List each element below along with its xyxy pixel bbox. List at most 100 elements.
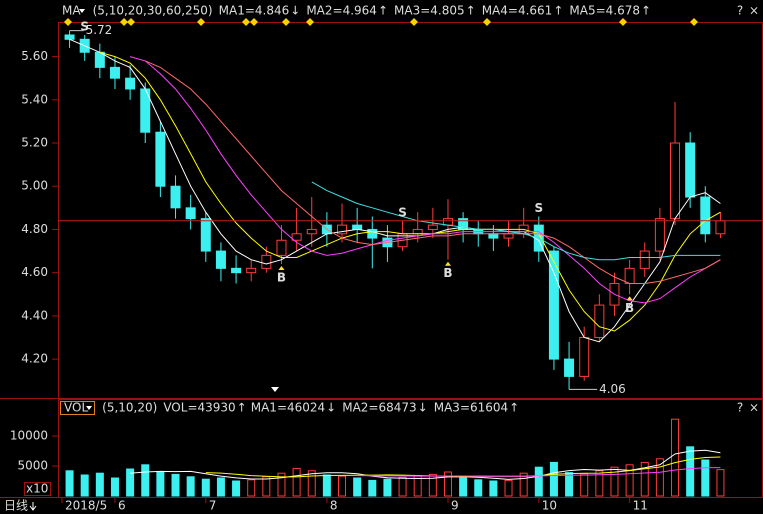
candle-body [685,142,696,198]
legend-text: (5,10,20) [102,401,157,415]
candle-body [548,250,559,360]
y-tick-label: 5.00 [21,179,48,193]
legend-text: ↑ [466,4,476,18]
event-diamond [127,18,135,26]
volume-bar [126,468,135,497]
dropdown-arrow[interactable] [86,406,92,410]
volume-bar [171,473,180,497]
x-tick-label: 7 [209,499,217,513]
volume-bar [307,470,316,497]
legend-text: =68473 [368,401,416,415]
volume-bar [353,477,362,497]
volume-bar [368,479,377,497]
candle-body [185,207,196,220]
volume-bar [156,471,165,497]
legend-text: MA3 [434,401,460,415]
dropdown-arrow[interactable] [79,9,85,13]
candle-body [488,233,499,239]
volume-bar [262,476,271,497]
volume-bar [383,478,392,497]
y-tick-label: 5.60 [21,49,48,63]
volume-bar [322,474,331,497]
volume-bar [110,477,119,497]
legend-text: ↓ [326,401,336,415]
indicator-button[interactable] [60,401,95,415]
candle-body [654,218,665,252]
volume-bar [489,480,498,497]
candle-body [261,254,272,269]
x-tick-label: 10 [542,499,557,513]
candle-body [700,196,711,235]
y-tick-label: 4.20 [21,352,48,366]
volume-bar [292,467,301,497]
volume-bar [686,446,695,497]
y-tick-label: 4.40 [21,308,48,322]
min-label: 4.06 [599,382,626,396]
volume-bar [232,480,241,497]
candle-body [427,224,438,230]
volume-bar [474,479,483,497]
legend-text: ↑ [509,401,519,415]
ma-line [145,60,721,284]
volume-bar [625,464,634,497]
signal-arrow [278,266,285,271]
volume-bar [519,472,528,497]
volume-bar [549,461,558,497]
candle-body [670,142,681,220]
event-diamond [619,18,627,26]
volume-bar [459,477,468,497]
candle-body [715,220,726,235]
legend-text: ↓ [290,4,300,18]
volume-bar [428,473,437,497]
y-tick-label: 4.80 [21,222,48,236]
candle-body [170,185,181,209]
volume-bar [595,470,604,497]
candle-body [155,131,166,187]
legend-text: ↑ [378,4,388,18]
volume-bar [186,476,195,497]
candle-body [594,304,605,338]
help-button[interactable]: ? [737,4,743,18]
legend-text: MA5 [569,4,595,18]
help-button[interactable]: ? [737,401,743,415]
legend-text: MA2 [306,4,332,18]
event-diamond [64,18,72,26]
event-diamond [120,18,128,26]
volume-bar [141,464,150,497]
volume-bar [277,472,286,497]
close-button[interactable]: × [749,401,759,415]
ma-line [99,51,721,332]
y-tick-label: 10000 [10,429,48,443]
candle-body [306,228,317,235]
legend-text: VOL [64,401,88,415]
legend-text: =4.846 [245,4,289,18]
close-button[interactable]: × [749,4,759,18]
signal-label: S [534,201,543,215]
volume-ma-line [357,467,721,477]
event-diamond [690,18,698,26]
legend-text: ↓ [418,401,428,415]
volume-bar [95,472,104,497]
volume-ma-line [130,449,721,480]
period-arrow [29,502,37,511]
volume-bar [338,475,347,497]
x-tick-label: 11 [633,499,648,513]
candle-body [64,34,75,40]
volume-bar [443,471,452,497]
volume-bar [610,466,619,497]
signal-label: B [277,271,286,285]
volume-bar [534,466,543,497]
legend-text: =4.805 [420,4,464,18]
signal-label: S [398,205,407,219]
period-label[interactable]: 日线 [4,499,28,513]
unit-box [24,482,51,496]
legend-text: VOL=43930 [163,401,235,415]
candle-body [412,228,423,235]
ma-line [129,56,721,304]
legend-text: MA2 [342,401,368,415]
event-diamond [282,18,290,26]
y-tick-label: 5000 [17,459,48,473]
signal-label: B [443,266,452,280]
volume-bar [504,479,513,497]
